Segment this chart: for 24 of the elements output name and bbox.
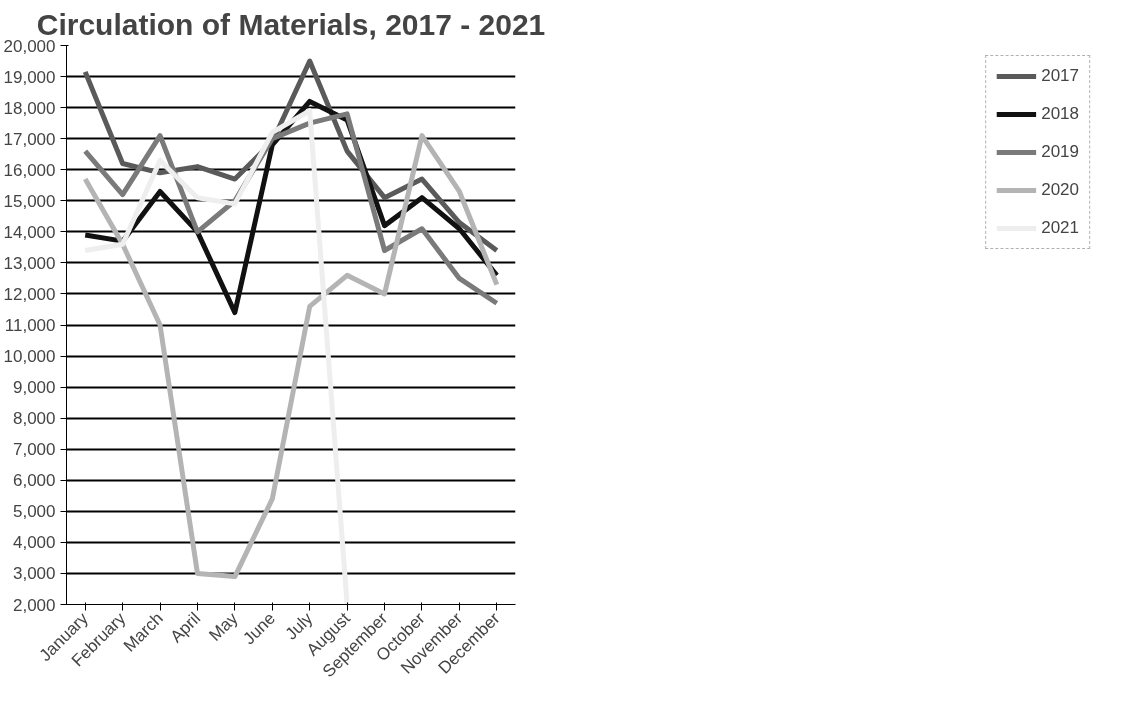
y-tick-label: 13,000 bbox=[3, 253, 56, 273]
y-tick-label: 9,000 bbox=[12, 378, 56, 398]
y-tick-label: 15,000 bbox=[3, 191, 56, 211]
y-tick-label: 5,000 bbox=[12, 502, 56, 522]
legend-label: 2018 bbox=[1041, 104, 1079, 124]
y-tick-label: 2,000 bbox=[12, 595, 56, 615]
y-tick-label: 14,000 bbox=[3, 222, 56, 242]
y-tick-label: 18,000 bbox=[3, 98, 56, 118]
y-tick-label: 19,000 bbox=[3, 67, 56, 87]
y-tick-label: 7,000 bbox=[12, 440, 56, 460]
legend-label: 2017 bbox=[1041, 66, 1079, 86]
x-tick-label: May bbox=[205, 608, 242, 645]
y-tick-label: 12,000 bbox=[3, 284, 56, 304]
y-tick-label: 11,000 bbox=[4, 316, 56, 335]
y-tick-label: 4,000 bbox=[12, 533, 56, 553]
y-tick-label: 8,000 bbox=[12, 409, 56, 429]
legend-label: 2021 bbox=[1041, 218, 1079, 238]
y-tick-label: 6,000 bbox=[12, 471, 56, 491]
legend-label: 2020 bbox=[1041, 180, 1079, 200]
y-tick-label: 3,000 bbox=[12, 564, 56, 584]
y-tick-label: 17,000 bbox=[3, 129, 56, 149]
legend-label: 2019 bbox=[1041, 142, 1079, 162]
y-tick-label: 16,000 bbox=[3, 160, 56, 180]
y-tick-label: 10,000 bbox=[3, 347, 56, 367]
